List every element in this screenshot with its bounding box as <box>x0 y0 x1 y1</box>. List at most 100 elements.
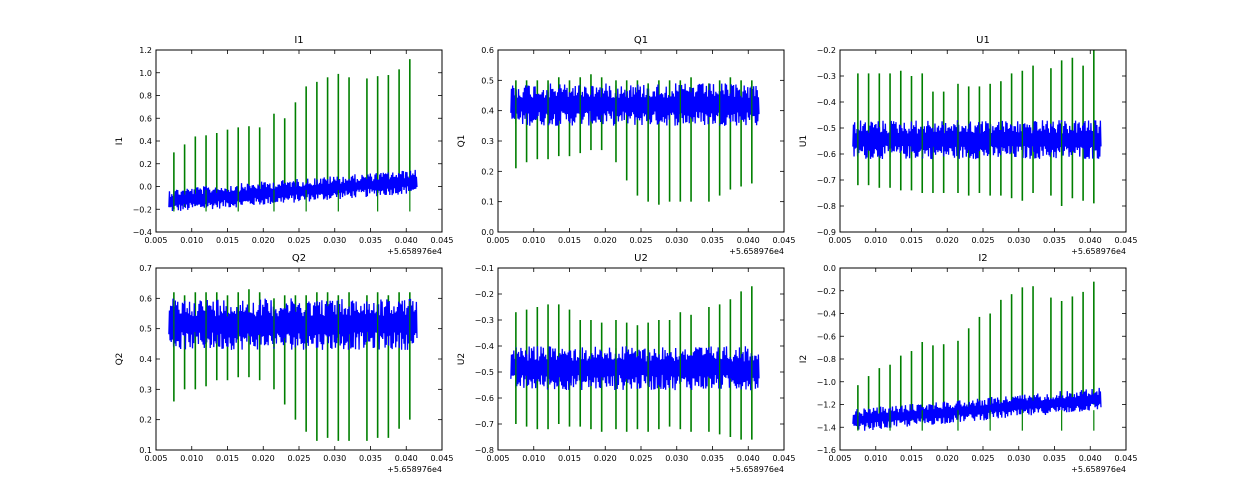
y-tick-label: −0.3 <box>475 316 494 325</box>
y-tick-label: −0.5 <box>475 368 494 377</box>
x-tick-label: 0.010 <box>864 454 887 463</box>
y-tick-label: 0.0 <box>139 183 152 192</box>
y-tick-label: 0.6 <box>139 294 152 303</box>
x-tick-label: 0.025 <box>630 236 653 245</box>
y-tick-label: −0.6 <box>817 332 836 341</box>
y-tick-label: −0.4 <box>133 228 152 237</box>
x-offset-label: +5.658976e4 <box>387 247 442 256</box>
x-tick-label: 0.040 <box>1079 236 1102 245</box>
x-tick-label: 0.020 <box>594 454 617 463</box>
y-tick-label: 0.4 <box>481 107 494 116</box>
spikes-series <box>173 59 411 210</box>
x-tick-label: 0.025 <box>630 454 653 463</box>
y-tick-label: 0.7 <box>139 264 152 273</box>
y-tick-label: −1.0 <box>817 378 836 387</box>
x-tick-label: 0.010 <box>522 454 545 463</box>
y-tick-label: −0.4 <box>817 98 836 107</box>
y-axis-label: Q1 <box>457 135 467 148</box>
subplot-I2: 0.005 0.010 0.015 0.020 0.025 0.030 0.035 0.040… <box>799 253 1137 474</box>
x-tick-label: 0.045 <box>773 236 796 245</box>
x-tick-label: 0.010 <box>180 236 203 245</box>
y-tick-label: 0.2 <box>481 167 494 176</box>
x-tick-label: 0.045 <box>1115 454 1138 463</box>
y-tick-label: −0.2 <box>475 290 494 299</box>
y-tick-label: 1.0 <box>139 69 152 78</box>
y-tick-label: −1.6 <box>817 446 836 455</box>
x-tick-label: 0.030 <box>1007 236 1030 245</box>
x-offset-label: +5.658976e4 <box>1071 465 1126 474</box>
y-tick-label: 0.4 <box>139 137 152 146</box>
y-axis-label: I2 <box>799 355 809 363</box>
x-tick-label: 0.005 <box>487 236 510 245</box>
x-tick-label: 0.035 <box>1043 454 1066 463</box>
x-tick-label: 0.005 <box>829 454 852 463</box>
x-tick-label: 0.045 <box>431 454 454 463</box>
y-tick-label: 0.0 <box>481 228 494 237</box>
x-tick-label: 0.020 <box>252 454 275 463</box>
x-tick-label: 0.040 <box>737 236 760 245</box>
y-tick-label: 0.5 <box>481 76 494 85</box>
y-tick-label: −0.6 <box>817 150 836 159</box>
x-tick-label: 0.010 <box>180 454 203 463</box>
x-tick-label: 0.020 <box>936 454 959 463</box>
y-tick-label: 0.2 <box>139 416 152 425</box>
signal-series <box>510 83 760 126</box>
x-tick-label: 0.005 <box>145 236 168 245</box>
y-tick-label: −0.2 <box>817 287 836 296</box>
y-tick-label: 0.0 <box>823 264 836 273</box>
subplot-Q1: 0.005 0.010 0.015 0.020 0.025 0.030 0.035 0.040… <box>457 35 795 256</box>
x-tick-label: 0.030 <box>1007 454 1030 463</box>
x-tick-label: 0.005 <box>145 454 168 463</box>
x-offset-label: +5.658976e4 <box>1071 247 1126 256</box>
x-offset-label: +5.658976e4 <box>729 247 784 256</box>
y-tick-label: 0.8 <box>139 92 152 101</box>
x-tick-label: 0.040 <box>737 454 760 463</box>
x-offset-label: +5.658976e4 <box>729 465 784 474</box>
x-tick-label: 0.025 <box>972 454 995 463</box>
y-tick-label: 0.6 <box>139 114 152 123</box>
subplot-U2: 0.005 0.010 0.015 0.020 0.025 0.030 0.035 0.040… <box>457 253 795 474</box>
y-tick-label: −0.7 <box>817 176 836 185</box>
x-tick-label: 0.020 <box>936 236 959 245</box>
x-tick-label: 0.045 <box>773 454 796 463</box>
x-tick-label: 0.030 <box>323 454 346 463</box>
x-tick-label: 0.020 <box>594 236 617 245</box>
y-tick-label: 0.6 <box>481 46 494 55</box>
signal-series <box>852 387 1102 431</box>
plot-area <box>498 50 784 232</box>
x-tick-label: 0.035 <box>701 236 724 245</box>
x-tick-label: 0.030 <box>665 454 688 463</box>
x-tick-label: 0.025 <box>288 236 311 245</box>
x-tick-label: 0.015 <box>558 236 581 245</box>
x-tick-label: 0.040 <box>1079 454 1102 463</box>
y-tick-label: −0.2 <box>133 205 152 214</box>
chart-title: I1 <box>294 35 303 46</box>
y-axis-label: U1 <box>799 135 809 147</box>
x-tick-label: 0.015 <box>216 236 239 245</box>
x-tick-label: 0.010 <box>522 236 545 245</box>
x-tick-label: 0.030 <box>665 236 688 245</box>
x-tick-label: 0.035 <box>701 454 724 463</box>
y-tick-label: 0.1 <box>481 198 494 207</box>
x-tick-label: 0.015 <box>900 236 923 245</box>
signal-series <box>168 298 418 350</box>
x-offset-label: +5.658976e4 <box>387 465 442 474</box>
chart-title: U2 <box>634 253 648 264</box>
subplot-U1: 0.005 0.010 0.015 0.020 0.025 0.030 0.035 0.040… <box>799 35 1137 256</box>
chart-title: Q1 <box>634 35 648 46</box>
y-tick-label: −1.4 <box>817 423 836 432</box>
y-axis-label: U2 <box>457 353 467 365</box>
x-tick-label: 0.025 <box>288 454 311 463</box>
chart-title: I2 <box>978 253 987 264</box>
y-tick-label: −0.1 <box>475 264 494 273</box>
subplot-I1: 0.005 0.010 0.015 0.020 0.025 0.030 0.035 0.040… <box>115 35 453 256</box>
y-tick-label: −0.7 <box>475 420 494 429</box>
y-tick-label: 0.3 <box>481 137 494 146</box>
signal-series <box>852 120 1102 160</box>
y-tick-label: 0.4 <box>139 355 152 364</box>
signal-series <box>168 169 418 211</box>
y-tick-label: 0.3 <box>139 385 152 394</box>
y-tick-label: −0.8 <box>817 202 836 211</box>
x-tick-label: 0.040 <box>395 236 418 245</box>
